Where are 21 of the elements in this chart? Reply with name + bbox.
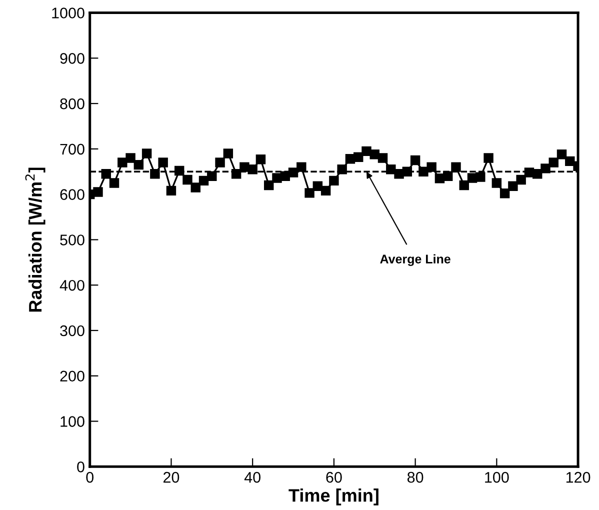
y-tick-label: 800 (60, 98, 84, 110)
y-tick-label: 500 (60, 234, 84, 246)
y-tick-label: 200 (60, 370, 84, 382)
y-tick-label: 900 (60, 53, 84, 64)
annotation: Averge Line (380, 254, 450, 266)
x-tick-label: 0 (86, 472, 94, 483)
x-tick-label: 100 (485, 472, 509, 483)
y-tick-label: 1000 (52, 8, 84, 18)
x-tick-label: 20 (163, 472, 180, 483)
x-tick-label: 40 (244, 472, 260, 483)
y-tick-label: 600 (60, 189, 84, 200)
y-tick-label: 300 (60, 325, 84, 336)
x-tick-label: 80 (407, 472, 424, 483)
x-tick-label: 60 (326, 472, 342, 483)
x-tick-label: 120 (566, 472, 590, 483)
y-tick-label: 100 (60, 416, 84, 427)
y-tick-label: 0 (77, 462, 84, 472)
y-tick-label: 700 (60, 144, 84, 155)
y-tick-label: 400 (60, 280, 84, 291)
x-axis-title: Time [min] (288, 488, 378, 506)
y-axis-title: Radiation [W/m$^{2}$] (25, 168, 46, 312)
